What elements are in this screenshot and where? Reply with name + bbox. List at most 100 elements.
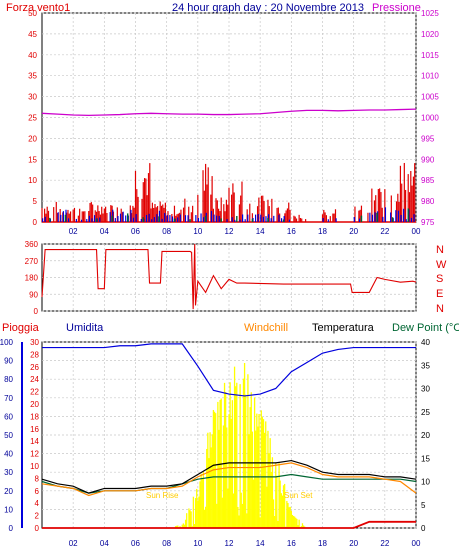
temperature-axis-tick: 30 bbox=[421, 385, 430, 394]
pressure-axis-tick: 990 bbox=[421, 155, 435, 164]
rain-line bbox=[42, 520, 416, 529]
compass-label: N bbox=[436, 244, 444, 256]
rain-axis-tick: 30 bbox=[30, 338, 39, 347]
rain-axis-tick: 20 bbox=[30, 400, 39, 409]
temperature-label: Temperatura bbox=[312, 322, 375, 334]
humidity-axis-tick: 0 bbox=[9, 524, 14, 533]
bottom-time-axis-tick: 18 bbox=[318, 539, 327, 548]
bottom-time-axis-tick: 14 bbox=[256, 539, 265, 548]
temperature-axis-tick: 5 bbox=[421, 501, 426, 510]
chart-title: 24 hour graph day : 20 Novembre 2013 bbox=[172, 2, 364, 14]
time-axis-tick: 08 bbox=[162, 227, 171, 236]
humidity-axis-tick: 70 bbox=[4, 394, 13, 403]
wind-direction-line bbox=[41, 243, 417, 310]
humidity-axis-tick: 100 bbox=[0, 338, 14, 347]
wind-axis-tick: 30 bbox=[28, 93, 37, 102]
wind-axis-tick: 45 bbox=[28, 30, 37, 39]
pressure-line bbox=[41, 108, 417, 117]
temperature-axis-tick: 10 bbox=[421, 478, 430, 487]
pressure-axis-tick: 1020 bbox=[421, 30, 439, 39]
humidity-axis-tick: 60 bbox=[4, 412, 13, 421]
wind-axis-tick: 20 bbox=[28, 134, 37, 143]
time-axis-tick: 06 bbox=[131, 227, 140, 236]
temperature-line bbox=[41, 459, 417, 494]
temperature-axis-tick: 0 bbox=[421, 524, 426, 533]
bottom-time-axis-tick: 20 bbox=[349, 539, 358, 548]
time-axis-tick: 00 bbox=[412, 227, 421, 236]
rain-axis-tick: 4 bbox=[35, 499, 40, 508]
wind-axis-tick: 0 bbox=[33, 218, 38, 227]
wind-axis-tick: 50 bbox=[28, 9, 37, 18]
time-axis-tick: 14 bbox=[256, 227, 265, 236]
pressure-axis-tick: 1025 bbox=[421, 9, 439, 18]
bottom-time-axis-tick: 02 bbox=[69, 539, 78, 548]
humidity-axis-tick: 90 bbox=[4, 357, 13, 366]
sunrise-label: Sun Rise bbox=[146, 491, 179, 500]
rain-label: Pioggia bbox=[2, 322, 40, 334]
wind-axis-tick: 40 bbox=[28, 51, 37, 60]
pressure-axis-tick: 1015 bbox=[421, 51, 439, 60]
rain-axis-tick: 0 bbox=[35, 524, 40, 533]
temperature-axis-tick: 25 bbox=[421, 408, 430, 417]
time-axis-tick: 16 bbox=[287, 227, 296, 236]
humidity-axis-tick: 30 bbox=[4, 468, 13, 477]
pressure-axis-tick: 975 bbox=[421, 218, 435, 227]
compass-label: E bbox=[436, 288, 443, 300]
temperature-axis-tick: 35 bbox=[421, 361, 430, 370]
time-axis-tick: 22 bbox=[380, 227, 389, 236]
wind-axis-tick: 25 bbox=[28, 114, 37, 123]
wind-axis-tick: 10 bbox=[28, 176, 37, 185]
compass-label: W bbox=[436, 259, 447, 271]
bottom-time-axis-tick: 04 bbox=[100, 539, 109, 548]
humidity-axis-tick: 20 bbox=[4, 487, 13, 496]
compass-label: S bbox=[436, 273, 443, 285]
time-axis-tick: 10 bbox=[193, 227, 202, 236]
rain-axis-tick: 26 bbox=[30, 363, 39, 372]
direction-axis-tick: 360 bbox=[25, 240, 39, 249]
windchill-label: Windchill bbox=[244, 322, 288, 334]
humidity-label: Umidita bbox=[66, 322, 104, 334]
humidity-axis-tick: 80 bbox=[4, 375, 13, 384]
rain-axis-tick: 6 bbox=[35, 487, 40, 496]
direction-axis-tick: 180 bbox=[25, 274, 39, 283]
pressure-axis-tick: 995 bbox=[421, 134, 435, 143]
humidity-axis-tick: 10 bbox=[4, 505, 13, 514]
rain-axis-tick: 18 bbox=[30, 412, 39, 421]
time-axis-tick: 18 bbox=[318, 227, 327, 236]
rain-axis-tick: 22 bbox=[30, 388, 39, 397]
sunset-label: Sun Set bbox=[284, 491, 313, 500]
temperature-axis-tick: 20 bbox=[421, 431, 430, 440]
time-axis-tick: 04 bbox=[100, 227, 109, 236]
rain-axis-tick: 10 bbox=[30, 462, 39, 471]
compass-label: N bbox=[436, 303, 444, 315]
pressure-axis-tick: 985 bbox=[421, 176, 435, 185]
bottom-time-axis-tick: 22 bbox=[380, 539, 389, 548]
rain-axis-tick: 12 bbox=[30, 450, 39, 459]
pressure-axis-tick: 1000 bbox=[421, 114, 439, 123]
temperature-axis-tick: 15 bbox=[421, 454, 430, 463]
direction-axis-tick: 0 bbox=[34, 307, 39, 316]
time-axis-tick: 12 bbox=[225, 227, 234, 236]
rain-axis-tick: 24 bbox=[30, 375, 39, 384]
pressure-axis-tick: 980 bbox=[421, 197, 435, 206]
bottom-time-axis-tick: 06 bbox=[131, 539, 140, 548]
wind-axis-tick: 5 bbox=[33, 197, 38, 206]
bottom-time-axis-tick: 00 bbox=[412, 539, 421, 548]
wind-axis-tick: 15 bbox=[28, 155, 37, 164]
pressure-axis-tick: 1010 bbox=[421, 72, 439, 81]
dewpoint-label: Dew Point (°C bbox=[392, 322, 459, 334]
bottom-time-axis-tick: 16 bbox=[287, 539, 296, 548]
bottom-time-axis-tick: 10 bbox=[193, 539, 202, 548]
rain-axis-tick: 14 bbox=[30, 437, 39, 446]
pressure-label: Pressione bbox=[372, 2, 421, 14]
wind-axis-tick: 35 bbox=[28, 72, 37, 81]
bottom-time-axis-tick: 12 bbox=[225, 539, 234, 548]
pressure-axis-tick: 1005 bbox=[421, 93, 439, 102]
time-axis-tick: 20 bbox=[349, 227, 358, 236]
rain-axis-tick: 28 bbox=[30, 350, 39, 359]
bottom-time-axis-tick: 08 bbox=[162, 539, 171, 548]
humidity-axis-tick: 40 bbox=[4, 450, 13, 459]
direction-axis-tick: 270 bbox=[25, 257, 39, 266]
humidity-line bbox=[42, 343, 416, 397]
